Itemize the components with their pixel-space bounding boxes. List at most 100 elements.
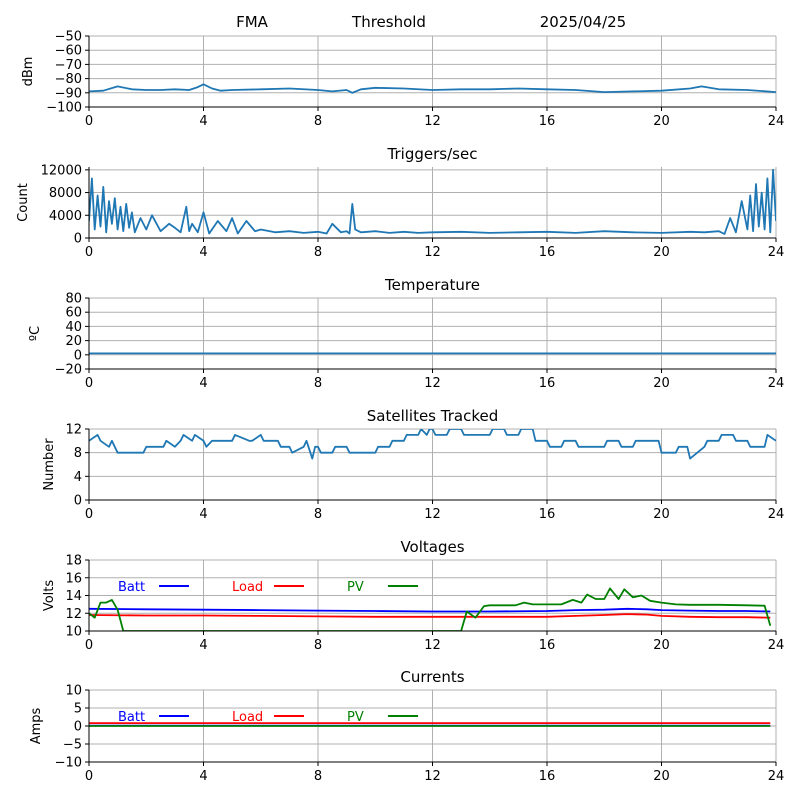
header-date: 2025/04/25 [540,13,626,31]
voltages-x-tick-label: 8 [314,638,322,653]
temperature-y-tick-label: −20 [55,363,82,378]
voltages-y-tick-label: 12 [65,607,82,622]
voltages-pv-line [89,587,772,631]
triggers-y-tick-label: 0 [74,232,82,247]
voltages-x-tick-label: 20 [653,638,670,653]
voltages-x-tick-label: 4 [199,638,207,653]
triggers-x-tick-label: 8 [314,245,322,260]
currents-title: Currents [400,668,464,686]
triggers-x-tick-label: 4 [199,245,207,260]
voltages-y-tick-label: 18 [65,554,82,569]
satellites-x-tick-label: 16 [539,507,556,522]
header-mode: Threshold [351,13,426,31]
temperature-y-tick-label: 80 [65,292,82,307]
temperature-x-tick-label: 0 [85,376,93,391]
triggers-title: Triggers/sec [387,145,478,163]
currents-x-tick-label: 0 [85,769,93,784]
voltages-x-tick-label: 12 [424,638,441,653]
triggers-x-tick-label: 24 [768,245,785,260]
currents-x-tick-label: 20 [653,769,670,784]
voltages-legend-pv-label: PV [347,580,364,595]
signal-series-0-line [89,83,776,94]
temperature-x-tick-label: 24 [768,376,785,391]
signal-y-tick-label: −50 [55,30,82,45]
satellites-y-tick-label: 0 [74,494,82,509]
voltages-y-axis-label: Volts [42,580,57,612]
satellites-title: Satellites Tracked [367,407,498,425]
voltages-y-tick-label: 10 [65,625,82,640]
currents-legend-batt-label: Batt [118,710,145,725]
voltages-x-tick-label: 24 [768,638,785,653]
voltages-title: Voltages [400,538,464,556]
signal-x-tick-label: 0 [85,114,93,129]
currents-legend-pv-label: PV [347,710,364,725]
temperature-y-tick-label: 40 [65,320,82,335]
satellites-y-axis-label: Number [42,438,57,491]
triggers-x-tick-label: 20 [653,245,670,260]
currents-y-tick-label: 0 [74,720,82,735]
currents-x-tick-label: 4 [199,769,207,784]
temperature-y-tick-label: 0 [74,348,82,363]
triggers-y-tick-label: 4000 [49,209,82,224]
temperature-x-tick-label: 20 [653,376,670,391]
temperature-x-tick-label: 16 [539,376,556,391]
satellites-y-tick-label: 12 [65,423,82,438]
signal-y-tick-label: −70 [55,58,82,73]
triggers-series-0-line [89,168,776,235]
currents-x-tick-label: 24 [768,769,785,784]
triggers-y-tick-label: 8000 [49,186,82,201]
signal-y-tick-label: −60 [55,44,82,59]
currents-x-tick-label: 16 [539,769,556,784]
currents-x-tick-label: 12 [424,769,441,784]
signal-x-tick-label: 20 [653,114,670,129]
currents-y-tick-label: −5 [63,738,82,753]
voltages-legend-batt-label: Batt [118,580,145,595]
temperature-x-tick-label: 4 [199,376,207,391]
satellites-series-0-line [89,429,776,460]
temperature-y-axis-label: ºC [28,326,43,341]
satellites-x-tick-label: 8 [314,507,322,522]
signal-y-axis-label: dBm [21,57,36,87]
voltages-legend-load-label: Load [232,580,263,595]
satellites-x-tick-label: 20 [653,507,670,522]
temperature-title: Temperature [384,276,480,294]
signal-y-tick-label: −80 [55,72,82,87]
triggers-x-tick-label: 0 [85,245,93,260]
currents-y-tick-label: −10 [55,756,82,771]
currents-y-tick-label: 10 [65,684,82,699]
satellites-x-tick-label: 12 [424,507,441,522]
satellites-y-tick-label: 4 [74,470,82,485]
signal-x-tick-label: 4 [199,114,207,129]
currents-x-tick-label: 8 [314,769,322,784]
voltages-x-tick-label: 0 [85,638,93,653]
triggers-y-tick-label: 12000 [41,163,82,178]
voltages-batt-line [89,607,771,613]
triggers-x-tick-label: 12 [424,245,441,260]
voltages-y-tick-label: 14 [65,589,82,604]
voltages-load-line [89,613,771,619]
header-station: FMA [236,13,269,31]
signal-y-tick-label: −90 [55,86,82,101]
triggers-x-tick-label: 16 [539,245,556,260]
triggers-y-axis-label: Count [16,183,31,222]
satellites-y-tick-label: 8 [74,446,82,461]
voltages-y-tick-label: 16 [65,571,82,586]
satellites-x-tick-label: 0 [85,507,93,522]
satellites-x-tick-label: 4 [199,507,207,522]
signal-x-tick-label: 12 [424,114,441,129]
currents-legend-load-label: Load [232,710,263,725]
temperature-y-tick-label: 60 [65,306,82,321]
currents-y-tick-label: 5 [74,702,82,717]
signal-x-tick-label: 16 [539,114,556,129]
voltages-x-tick-label: 16 [539,638,556,653]
currents-y-axis-label: Amps [29,707,44,744]
signal-y-tick-label: −100 [46,101,82,116]
temperature-x-tick-label: 12 [424,376,441,391]
satellites-x-tick-label: 24 [768,507,785,522]
temperature-y-tick-label: 20 [65,334,82,349]
temperature-x-tick-label: 8 [314,376,322,391]
signal-x-tick-label: 24 [768,114,785,129]
signal-x-tick-label: 8 [314,114,322,129]
